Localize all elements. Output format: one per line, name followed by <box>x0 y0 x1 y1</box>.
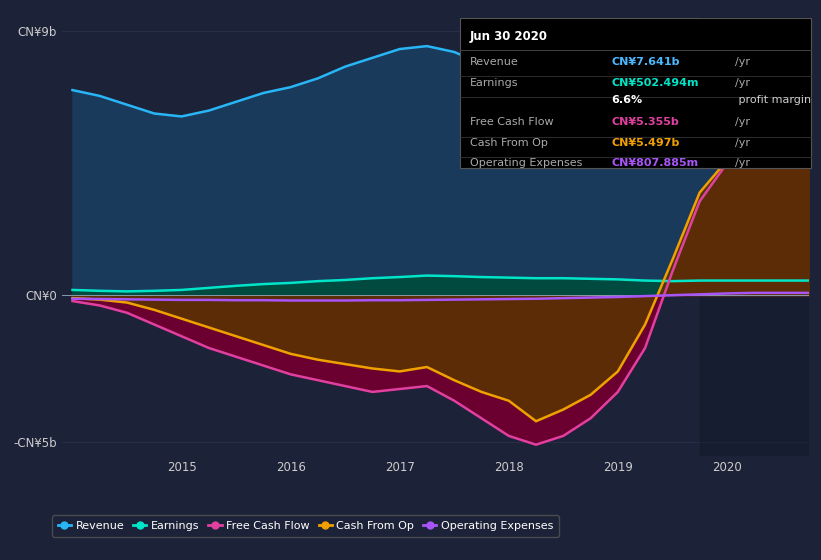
Text: Jun 30 2020: Jun 30 2020 <box>470 30 548 43</box>
Text: /yr: /yr <box>735 57 750 67</box>
Text: Operating Expenses: Operating Expenses <box>470 158 582 168</box>
Text: Earnings: Earnings <box>470 78 518 88</box>
Text: /yr: /yr <box>735 118 750 128</box>
Legend: Revenue, Earnings, Free Cash Flow, Cash From Op, Operating Expenses: Revenue, Earnings, Free Cash Flow, Cash … <box>53 515 559 536</box>
Text: profit margin: profit margin <box>735 95 811 105</box>
Text: /yr: /yr <box>735 158 750 168</box>
Text: CN¥7.641b: CN¥7.641b <box>612 57 680 67</box>
Text: CN¥807.885m: CN¥807.885m <box>612 158 699 168</box>
Text: CN¥5.355b: CN¥5.355b <box>612 118 680 128</box>
Text: Cash From Op: Cash From Op <box>470 138 548 148</box>
Text: CN¥5.497b: CN¥5.497b <box>612 138 680 148</box>
Text: CN¥502.494m: CN¥502.494m <box>612 78 699 88</box>
Bar <box>699 17 809 456</box>
Text: Revenue: Revenue <box>470 57 518 67</box>
Text: /yr: /yr <box>735 138 750 148</box>
Text: 6.6%: 6.6% <box>612 95 643 105</box>
Text: /yr: /yr <box>735 78 750 88</box>
Text: Free Cash Flow: Free Cash Flow <box>470 118 553 128</box>
